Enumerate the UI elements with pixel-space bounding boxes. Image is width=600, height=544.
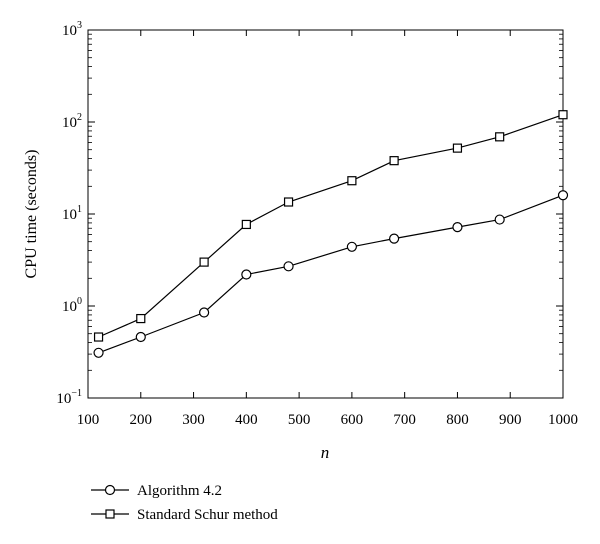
x-tick-label: 600 — [341, 412, 364, 428]
data-point-circle — [557, 190, 569, 201]
x-tick-label: 900 — [499, 412, 522, 428]
x-axis-label: n — [321, 443, 330, 462]
data-point-square — [558, 110, 568, 120]
series-line-1 — [98, 114, 564, 338]
y-tick-label: 103 — [62, 20, 82, 39]
data-point-circle — [389, 233, 400, 244]
legend-marker-square — [105, 509, 115, 519]
legend: Algorithm 4.2 Standard Schur method — [91, 483, 278, 523]
axes: 100 200 300 400 500 600 700 800 900 1000 10−1 100 10… — [56, 20, 578, 428]
x-tick-label: 700 — [393, 412, 416, 428]
data-point-square — [495, 132, 505, 142]
data-point-square — [452, 143, 463, 153]
data-point-square — [241, 219, 251, 230]
x-tick-label: 500 — [288, 412, 311, 428]
data-point-square — [136, 313, 146, 324]
x-tick-label: 1000 — [548, 412, 578, 428]
data-point-square — [199, 257, 209, 267]
legend-label-algorithm: Algorithm 4.2 — [137, 483, 222, 499]
data-point-circle — [135, 331, 146, 343]
series-layer — [93, 110, 569, 358]
x-tick-label: 400 — [235, 412, 258, 428]
data-point-circle — [93, 347, 104, 358]
y-axis-label: CPU time (seconds) — [23, 150, 40, 279]
legend-label-schur: Standard Schur method — [137, 507, 278, 523]
series-line-0 — [98, 194, 564, 354]
data-point-circle — [241, 269, 252, 280]
data-point-square — [347, 176, 357, 186]
y-tick-label: 101 — [62, 204, 82, 223]
legend-item-schur: Standard Schur method — [91, 507, 278, 523]
data-point-circle — [494, 214, 505, 225]
x-tick-label: 800 — [446, 412, 469, 428]
y-tick-label: 102 — [62, 112, 82, 131]
data-point-circle — [199, 307, 210, 318]
data-point-circle — [283, 261, 294, 272]
y-tick-label: 100 — [62, 296, 82, 315]
data-point-square — [389, 156, 399, 166]
data-point-square — [283, 197, 294, 207]
legend-item-algorithm: Algorithm 4.2 — [91, 483, 222, 499]
data-point-square — [93, 332, 104, 342]
x-tick-label: 200 — [130, 412, 153, 428]
x-tick-label: 300 — [182, 412, 205, 428]
x-tick-label: 100 — [77, 412, 100, 428]
data-point-circle — [346, 241, 357, 252]
legend-marker-circle — [104, 484, 116, 496]
y-tick-label: 10−1 — [56, 388, 82, 407]
data-point-circle — [452, 222, 463, 233]
plot-frame — [87, 29, 564, 399]
